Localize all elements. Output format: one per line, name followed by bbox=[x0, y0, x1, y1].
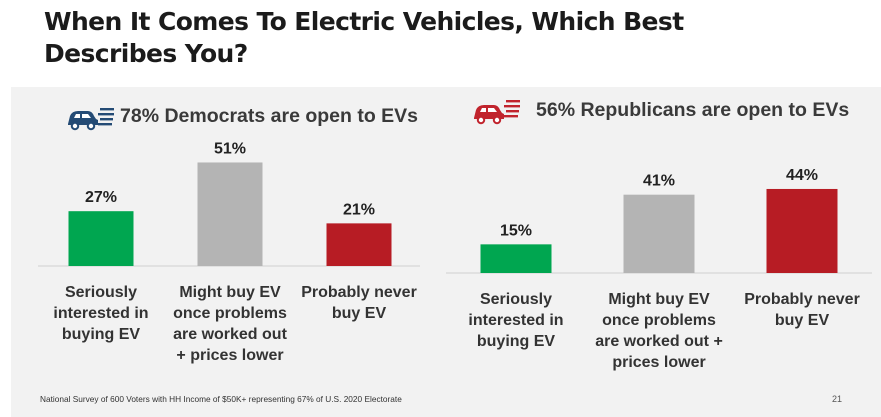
republican-bar-might-buy bbox=[623, 194, 695, 273]
republican-category-label-might-buy: Might buy EV once problems are worked out … bbox=[595, 291, 723, 371]
slide-title: When It Comes To Electric Vehicles, Whic… bbox=[44, 6, 824, 70]
democrat-value-label-seriously-interested: 27% bbox=[85, 189, 117, 206]
slide-title-line-2: Describes You? bbox=[44, 39, 248, 68]
republican-value-label-seriously-interested: 15% bbox=[500, 222, 532, 239]
republican-car-icon bbox=[474, 100, 520, 125]
republican-category-label-seriously-interested: Seriously interested in buying EV bbox=[468, 291, 563, 350]
democrat-chart-title: 78% Democrats are open to EVs bbox=[120, 105, 418, 127]
republican-bar-seriously-interested bbox=[480, 244, 552, 273]
bars-layer: 27% Seriously interested in buying EV 51% Mig… bbox=[53, 140, 859, 371]
slide-title-line-1: When It Comes To Electric Vehicles, Whic… bbox=[44, 7, 684, 36]
republican-bar-probably-never bbox=[766, 188, 838, 273]
democrat-bar-probably-never bbox=[326, 223, 392, 266]
republican-category-label-probably-never: Probably never buy EV bbox=[744, 291, 860, 329]
democrat-value-label-might-buy: 51% bbox=[214, 140, 246, 157]
democrat-bar-might-buy bbox=[197, 162, 263, 266]
democrat-bar-seriously-interested bbox=[68, 211, 134, 266]
democrat-value-label-probably-never: 21% bbox=[343, 201, 375, 218]
republican-chart-title: 56% Republicans are open to EVs bbox=[536, 99, 849, 121]
footnote: National Survey of 600 Voters with HH In… bbox=[40, 394, 402, 404]
democrat-category-label-probably-never: Probably never buy EV bbox=[301, 284, 417, 322]
republican-value-label-might-buy: 41% bbox=[643, 173, 675, 190]
democrat-category-label-might-buy: Might buy EV once problems are worked out +… bbox=[173, 284, 287, 364]
democrat-category-label-seriously-interested: Seriously interested in buying EV bbox=[53, 284, 148, 343]
page-number: 21 bbox=[832, 394, 843, 404]
chart-panel bbox=[11, 87, 881, 417]
republican-value-label-probably-never: 44% bbox=[786, 167, 818, 184]
democrat-car-icon bbox=[68, 108, 114, 131]
